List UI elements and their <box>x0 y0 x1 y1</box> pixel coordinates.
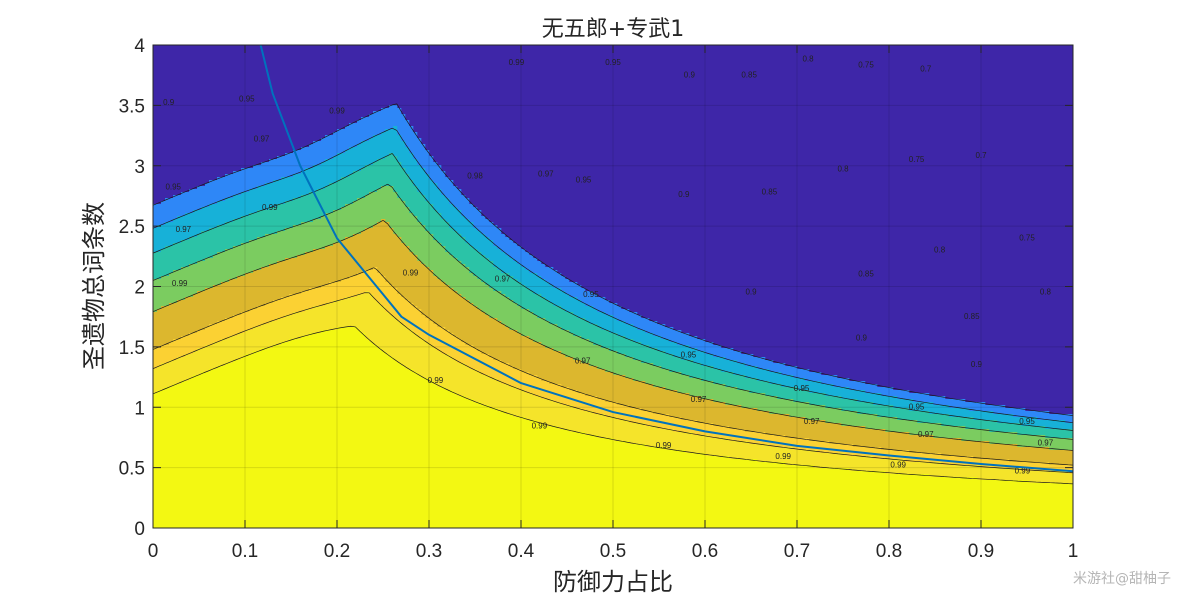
contour-line-0.9 <box>153 220 1073 451</box>
highlight-curve-layer <box>259 45 1073 473</box>
y-tick-label: 2.5 <box>119 217 145 238</box>
contour-label: 0.95 <box>909 402 925 411</box>
contour-label: 0.7 <box>920 64 932 73</box>
contour-label: 0.99 <box>532 422 548 431</box>
grid-lines <box>153 45 1073 528</box>
y-tick-label: 3 <box>134 157 145 178</box>
x-axis-ticks: 0 0.1 0.2 0.3 0.4 0.5 0.6 0.7 0.8 0.9 1 <box>148 45 1079 562</box>
contour-label: 0.98 <box>467 172 483 181</box>
contour-label: 0.95 <box>583 290 599 299</box>
contour-line-0.85 <box>153 183 1073 440</box>
contour-band-above_0.99 <box>153 327 1073 528</box>
contour-label: 0.95 <box>794 384 810 393</box>
contour-label: 0.9 <box>971 360 983 369</box>
contour-line-0.97 <box>153 292 1073 474</box>
x-tick-label: 0.2 <box>324 541 350 562</box>
y-tick-label: 0 <box>134 519 145 540</box>
contour-label: 0.95 <box>681 350 697 359</box>
x-tick-label: 1 <box>1068 541 1079 562</box>
contour-label: 0.99 <box>775 452 791 461</box>
contour-label: 0.8 <box>1040 288 1052 297</box>
contour-label: 0.8 <box>802 55 814 64</box>
contour-band-below_0.7 <box>153 45 1073 415</box>
contour-label: 0.75 <box>858 61 874 70</box>
y-tick-label: 0.5 <box>119 459 145 480</box>
contour-label: 0.99 <box>262 203 278 212</box>
contour-label: 0.75 <box>909 155 925 164</box>
contour-line-0.8 <box>153 153 1073 431</box>
contour-label: 0.97 <box>254 134 270 143</box>
highlight-curve <box>259 45 1073 473</box>
contour-label: 0.99 <box>656 441 672 450</box>
contour-label: 0.99 <box>172 279 188 288</box>
x-axis-label: 防御力占比 <box>553 568 673 596</box>
x-tick-label: 0.5 <box>600 541 626 562</box>
x-tick-label: 0.3 <box>416 541 442 562</box>
contour-label: 0.85 <box>762 187 778 196</box>
contour-label: 0.9 <box>163 98 175 107</box>
x-tick-label: 0.6 <box>692 541 718 562</box>
y-tick-label: 1 <box>134 398 145 419</box>
contour-labels: 0.9 0.95 0.97 0.99 0.95 0.97 0.99 0.99 0.99 0.98 0… <box>163 55 1054 476</box>
chart-title: 无五郎+专武1 <box>542 17 684 42</box>
contour-label: 0.85 <box>964 312 980 321</box>
contour-label: 0.8 <box>837 164 849 173</box>
contour-label: 0.8 <box>934 245 946 254</box>
contour-line-0.99 <box>153 325 1073 485</box>
contour-label: 0.9 <box>684 70 696 79</box>
contour-label: 0.97 <box>918 430 934 439</box>
contour-label: 0.99 <box>403 268 419 277</box>
contour-label: 0.99 <box>509 58 525 67</box>
x-tick-label: 0.8 <box>876 541 902 562</box>
contour-label: 0.95 <box>1019 417 1035 426</box>
contour-label: 0.97 <box>176 225 192 234</box>
contour-label: 0.9 <box>745 288 757 297</box>
y-tick-label: 2 <box>134 278 145 299</box>
contour-label: 0.97 <box>538 169 554 178</box>
contour-band-0.97-0.99 <box>153 291 1073 484</box>
contour-label: 0.95 <box>239 94 255 103</box>
x-tick-label: 0.7 <box>784 541 810 562</box>
contour-label: 0.85 <box>858 270 874 279</box>
watermark-text: 米游社@甜柚子 <box>1073 571 1171 587</box>
contour-label: 0.97 <box>1038 439 1054 448</box>
contour-label: 0.97 <box>691 395 707 404</box>
contour-label: 0.99 <box>890 460 906 469</box>
y-tick-label: 4 <box>134 36 145 57</box>
contour-label: 0.97 <box>495 274 511 283</box>
y-tick-label: 3.5 <box>119 96 145 117</box>
contour-fills <box>153 45 1073 528</box>
contour-label: 0.99 <box>1015 466 1031 475</box>
contour-label: 0.9 <box>678 190 690 199</box>
contour-label: 0.97 <box>804 417 820 426</box>
contour-label: 0.95 <box>165 183 181 192</box>
contour-label: 0.75 <box>1019 233 1035 242</box>
x-tick-label: 0.1 <box>232 541 258 562</box>
contour-line-0.95 <box>153 267 1073 466</box>
contour-label: 0.97 <box>575 356 591 365</box>
y-axis-label: 圣遗物总词条数 <box>80 202 108 370</box>
contour-label: 0.95 <box>576 175 592 184</box>
y-tick-label: 1.5 <box>119 338 145 359</box>
x-tick-label: 0.4 <box>508 541 535 562</box>
contour-line-0.7 <box>153 103 1073 416</box>
contour-label: 0.85 <box>741 70 757 79</box>
contour-label: 0.9 <box>856 334 868 343</box>
contour-line-0.75 <box>153 127 1073 424</box>
x-tick-label: 0.9 <box>968 541 994 562</box>
x-tick-label: 0 <box>148 541 159 562</box>
y-axis-ticks: 0 0.5 1 1.5 2 2.5 3 3.5 4 <box>119 36 1073 540</box>
contour-lines <box>153 103 1073 485</box>
contour-label: 0.99 <box>329 107 345 116</box>
contour-label: 0.99 <box>428 376 444 385</box>
contour-label: 0.95 <box>605 58 621 67</box>
contour-label: 0.7 <box>975 151 987 160</box>
